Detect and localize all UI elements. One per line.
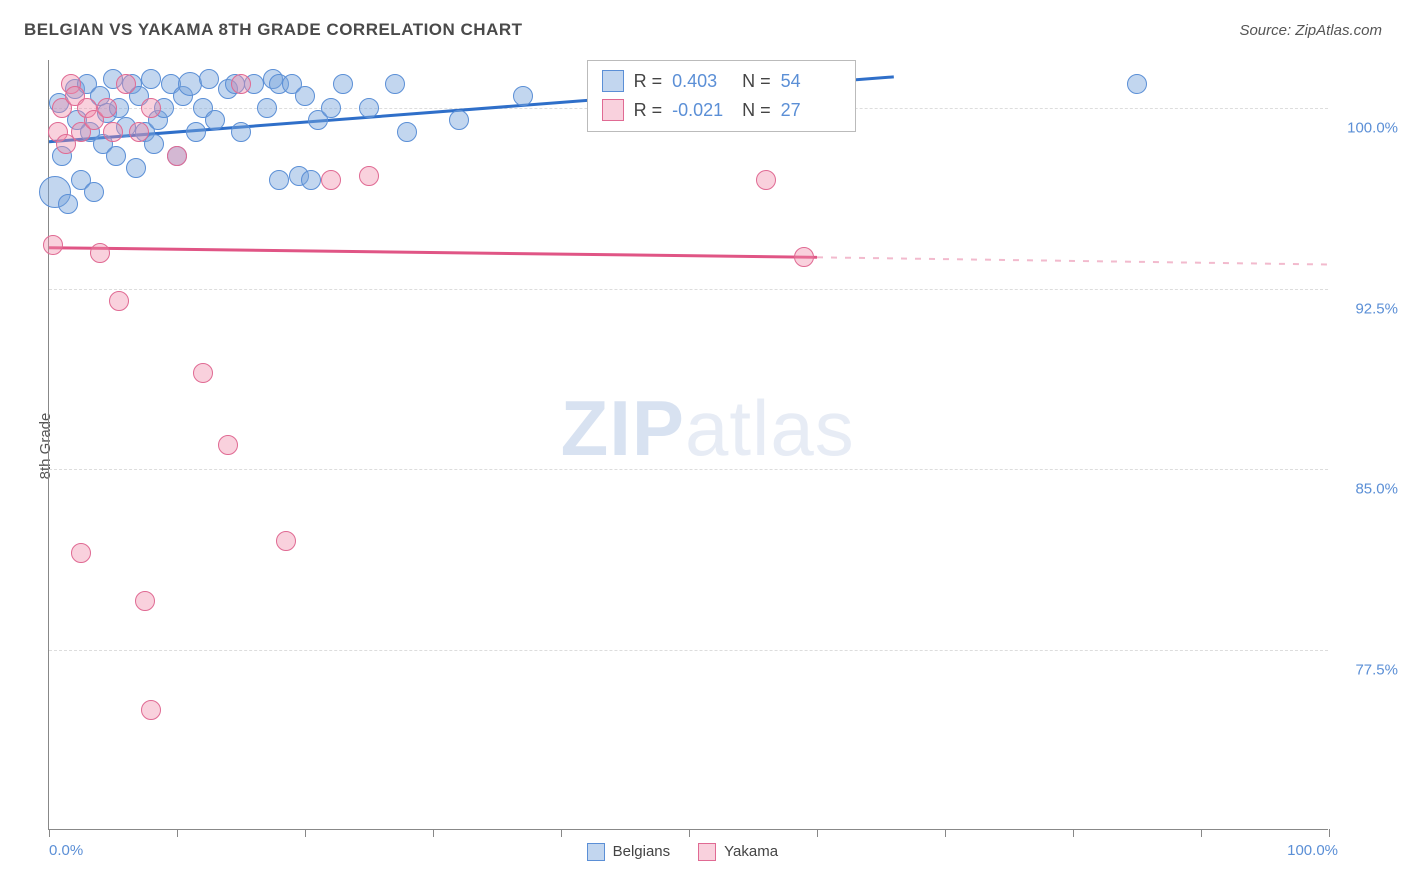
y-tick-label: 77.5% xyxy=(1338,661,1398,678)
chart-title: BELGIAN VS YAKAMA 8TH GRADE CORRELATION … xyxy=(24,20,523,40)
stat-n-value: 54 xyxy=(781,67,841,96)
data-point xyxy=(84,182,104,202)
x-tick xyxy=(561,829,562,837)
data-point xyxy=(141,98,161,118)
data-point xyxy=(90,243,110,263)
x-tick xyxy=(1201,829,1202,837)
data-point xyxy=(321,98,341,118)
legend-swatch xyxy=(602,99,624,121)
data-point xyxy=(167,146,187,166)
x-tick xyxy=(177,829,178,837)
x-tick xyxy=(689,829,690,837)
data-point xyxy=(193,363,213,383)
data-point xyxy=(116,74,136,94)
data-point xyxy=(359,98,379,118)
data-point xyxy=(106,146,126,166)
legend-item: Belgians xyxy=(587,843,671,861)
data-point xyxy=(97,98,117,118)
data-point xyxy=(109,291,129,311)
y-tick-label: 92.5% xyxy=(1338,300,1398,317)
data-point xyxy=(186,122,206,142)
data-point xyxy=(126,158,146,178)
gridline xyxy=(49,469,1328,470)
x-tick xyxy=(1329,829,1330,837)
data-point xyxy=(301,170,321,190)
x-tick xyxy=(817,829,818,837)
stats-row: R = 0.403N = 54 xyxy=(602,67,841,96)
legend-swatch xyxy=(587,843,605,861)
legend-label: Yakama xyxy=(724,843,778,860)
data-point xyxy=(333,74,353,94)
data-point xyxy=(141,700,161,720)
x-tick xyxy=(433,829,434,837)
data-point xyxy=(385,74,405,94)
plot-area: ZIPatlas 100.0%92.5%85.0%77.5%0.0%100.0%… xyxy=(48,60,1328,830)
data-point xyxy=(397,122,417,142)
data-point xyxy=(135,591,155,611)
data-point xyxy=(513,86,533,106)
data-point xyxy=(218,435,238,455)
data-point xyxy=(449,110,469,130)
legend-label: Belgians xyxy=(613,843,671,860)
data-point xyxy=(199,69,219,89)
stats-box: R = 0.403N = 54R = -0.021N = 27 xyxy=(587,60,856,132)
data-point xyxy=(794,247,814,267)
data-point xyxy=(141,69,161,89)
data-point xyxy=(359,166,379,186)
x-axis-max-label: 100.0% xyxy=(1287,842,1338,859)
data-point xyxy=(205,110,225,130)
trend-line xyxy=(49,248,817,258)
legend-swatch xyxy=(698,843,716,861)
gridline xyxy=(49,650,1328,651)
data-point xyxy=(1127,74,1147,94)
stat-r-value: -0.021 xyxy=(672,96,732,125)
chart-container: BELGIAN VS YAKAMA 8TH GRADE CORRELATION … xyxy=(0,0,1406,892)
trend-layer xyxy=(49,60,1329,830)
data-point xyxy=(231,122,251,142)
data-point xyxy=(129,122,149,142)
data-point xyxy=(321,170,341,190)
data-point xyxy=(178,72,202,96)
x-tick xyxy=(49,829,50,837)
trend-line-dashed xyxy=(817,257,1329,264)
x-tick xyxy=(1073,829,1074,837)
stat-n-value: 27 xyxy=(781,96,841,125)
y-tick-label: 100.0% xyxy=(1338,120,1398,137)
stat-r-value: 0.403 xyxy=(672,67,732,96)
x-tick xyxy=(945,829,946,837)
y-tick-label: 85.0% xyxy=(1338,481,1398,498)
legend-item: Yakama xyxy=(698,843,778,861)
data-point xyxy=(269,170,289,190)
data-point xyxy=(71,543,91,563)
legend-swatch xyxy=(602,70,624,92)
data-point xyxy=(276,531,296,551)
x-axis-min-label: 0.0% xyxy=(49,842,83,859)
stats-row: R = -0.021N = 27 xyxy=(602,96,841,125)
data-point xyxy=(295,86,315,106)
gridline xyxy=(49,289,1328,290)
data-point xyxy=(103,122,123,142)
data-point xyxy=(43,235,63,255)
legend: Belgians Yakama xyxy=(587,843,778,861)
data-point xyxy=(58,194,78,214)
source-label: Source: ZipAtlas.com xyxy=(1239,22,1382,39)
data-point xyxy=(231,74,251,94)
x-tick xyxy=(305,829,306,837)
watermark: ZIPatlas xyxy=(561,383,855,474)
data-point xyxy=(257,98,277,118)
data-point xyxy=(756,170,776,190)
